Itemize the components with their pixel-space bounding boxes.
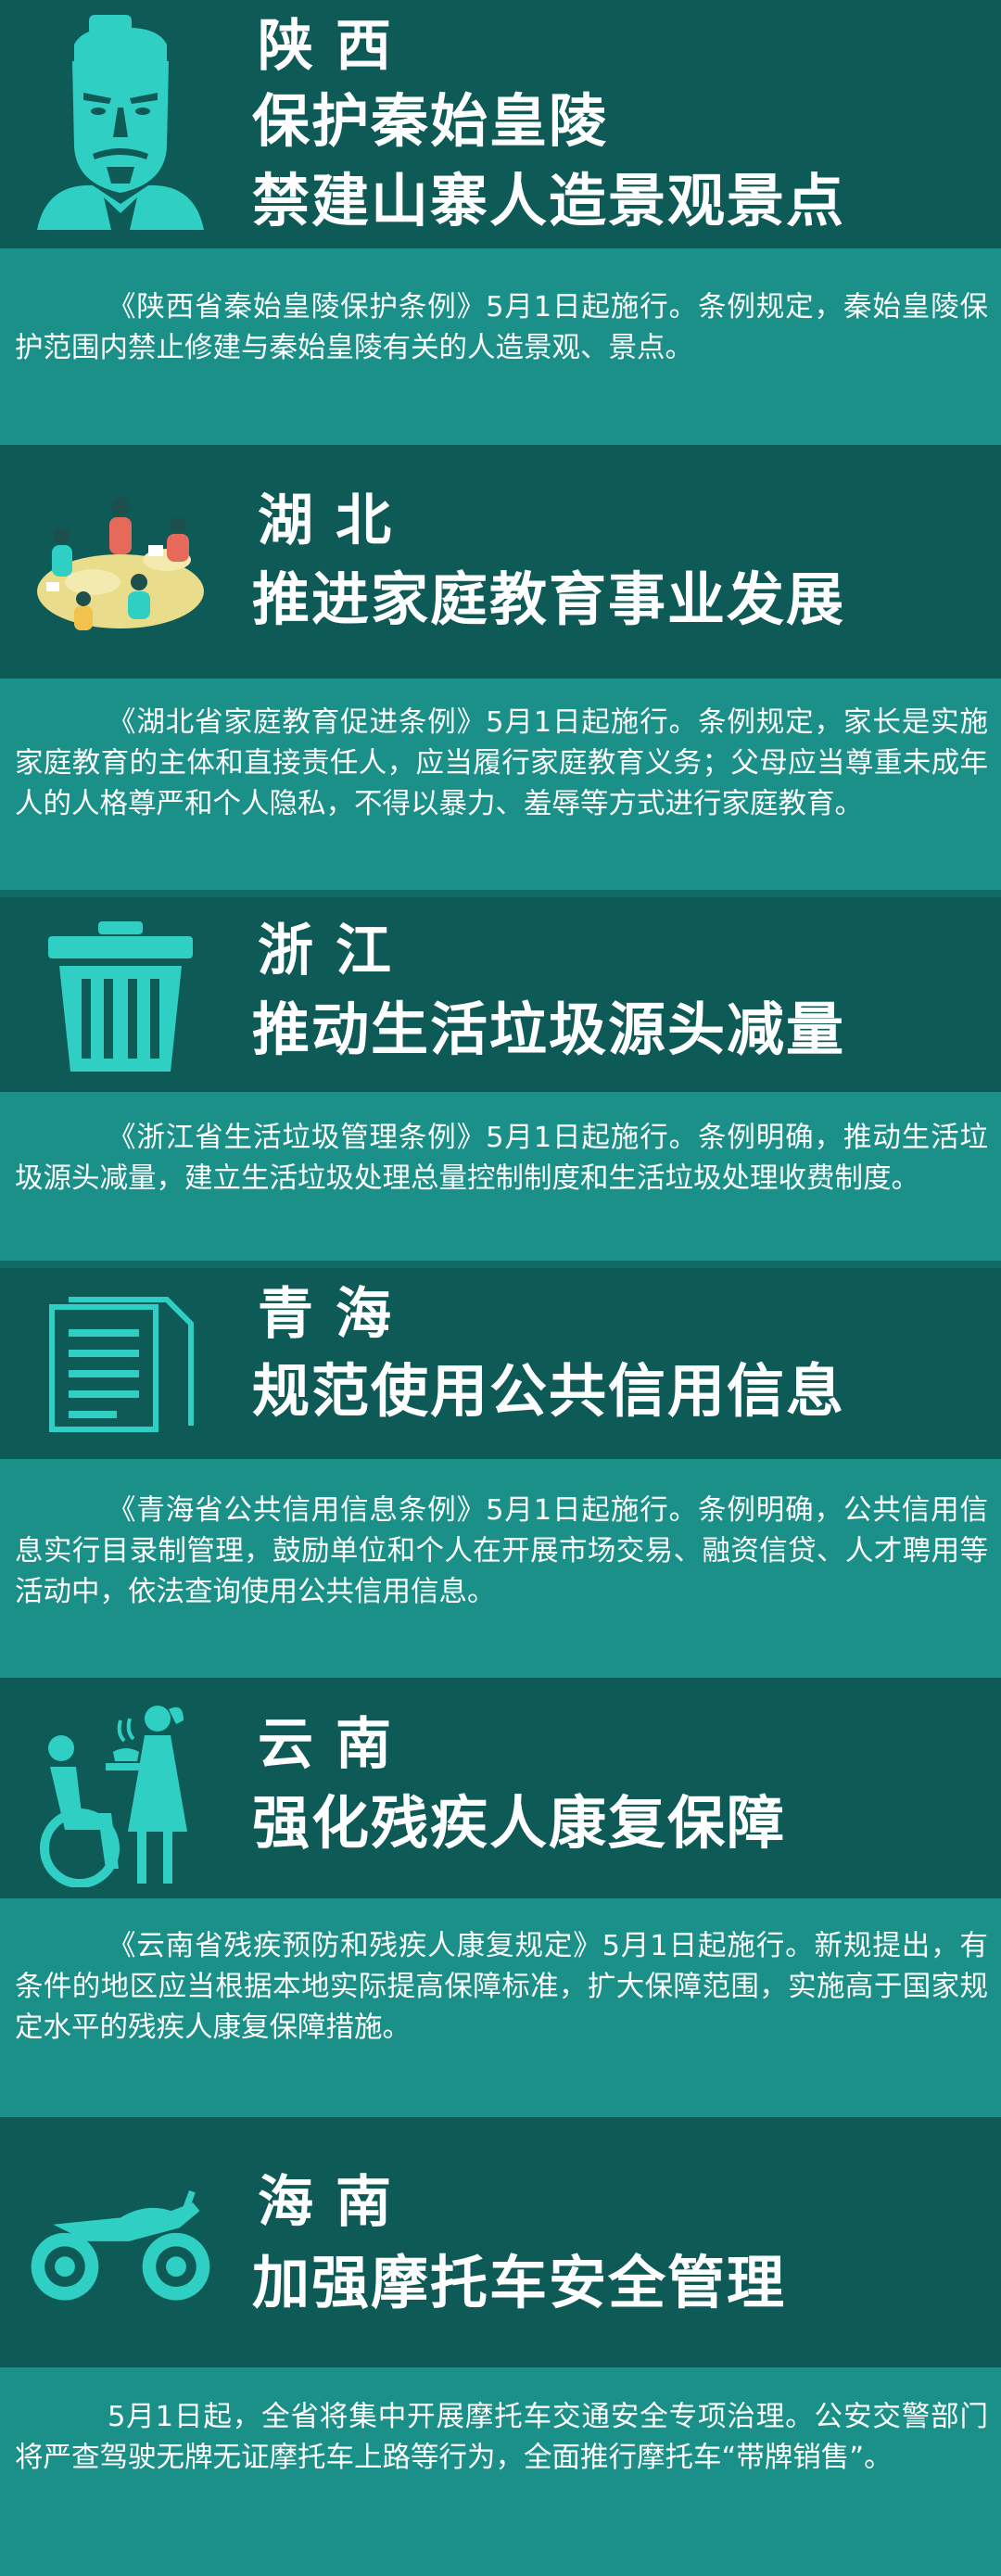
- terracotta-warrior-icon: [37, 15, 204, 230]
- section-title-line1: 保护秦始皇陵: [252, 87, 609, 155]
- section-title-line1: 加强摩托车安全管理: [252, 2249, 787, 2316]
- section-title-line1: 规范使用公共信用信息: [252, 1357, 846, 1425]
- section-title-line1: 推进家庭教育事业发展: [252, 565, 846, 633]
- section-paragraph: 《青海省公共信用信息条例》5月1日起施行。条例明确，公共信用信息实行目录制管理，…: [15, 1494, 988, 1608]
- province-label: 浙江: [258, 919, 413, 983]
- section-body-zhejiang: 《浙江省生活垃圾管理条例》5月1日起施行。条例明确，推动生活垃圾源头减量，建立生…: [0, 1092, 1001, 1261]
- province-label: 海南: [258, 2170, 413, 2235]
- family-reading-icon: [37, 497, 204, 630]
- province-label: 湖北: [258, 489, 413, 553]
- section-paragraph: 《云南省残疾预防和残疾人康复规定》5月1日起施行。新规提出，有条件的地区应当根据…: [15, 1930, 988, 2044]
- section-header-yunnan: 云南 强化残疾人康复保障: [0, 1678, 1001, 1898]
- section-title-line2: 禁建山寨人造景观景点: [252, 167, 846, 235]
- document-icon: [49, 1297, 194, 1432]
- province-label: 青海: [258, 1282, 413, 1347]
- province-label: 云南: [258, 1712, 413, 1777]
- section-paragraph: 《湖北省家庭教育促进条例》5月1日起施行。条例规定，家长是实施家庭教育的主体和直…: [15, 706, 988, 820]
- section-body-hainan: 5月1日起，全省将集中开展摩托车交通安全专项治理。公安交警部门将严查驾驶无牌无证…: [0, 2367, 1001, 2576]
- section-paragraph: 5月1日起，全省将集中开展摩托车交通安全专项治理。公安交警部门将严查驾驶无牌无证…: [15, 2401, 988, 2474]
- wheelchair-caregiver-icon: [40, 1706, 187, 1887]
- section-header-zhejiang: 浙江 推动生活垃圾源头减量: [0, 897, 1001, 1092]
- section-body-yunnan: 《云南省残疾预防和残疾人康复规定》5月1日起施行。新规提出，有条件的地区应当根据…: [0, 1898, 1001, 2117]
- motorcycle-icon: [31, 2189, 210, 2301]
- section-paragraph: 《浙江省生活垃圾管理条例》5月1日起施行。条例明确，推动生活垃圾源头减量，建立生…: [15, 1122, 988, 1195]
- section-header-hainan: 海南 加强摩托车安全管理: [0, 2117, 1001, 2367]
- section-header-hubei: 湖北 推进家庭教育事业发展: [0, 445, 1001, 679]
- section-body-shaanxi: 《陕西省秦始皇陵保护条例》5月1日起施行。条例规定，秦始皇陵保护范围内禁止修建与…: [0, 248, 1001, 445]
- trash-bin-icon: [48, 921, 193, 1072]
- section-divider: [0, 890, 1001, 897]
- section-title-line1: 推动生活垃圾源头减量: [252, 996, 846, 1063]
- section-title-line1: 强化残疾人康复保障: [252, 1789, 787, 1857]
- section-divider: [0, 1261, 1001, 1268]
- section-body-hubei: 《湖北省家庭教育促进条例》5月1日起施行。条例规定，家长是实施家庭教育的主体和直…: [0, 679, 1001, 890]
- province-label: 陕西: [258, 14, 413, 79]
- section-paragraph: 《陕西省秦始皇陵保护条例》5月1日起施行。条例规定，秦始皇陵保护范围内禁止修建与…: [15, 291, 988, 364]
- section-header-shaanxi: 陕西 保护秦始皇陵 禁建山寨人造景观景点: [0, 0, 1001, 248]
- section-header-qinghai: 青海 规范使用公共信用信息: [0, 1268, 1001, 1459]
- section-body-qinghai: 《青海省公共信用信息条例》5月1日起施行。条例明确，公共信用信息实行目录制管理，…: [0, 1459, 1001, 1678]
